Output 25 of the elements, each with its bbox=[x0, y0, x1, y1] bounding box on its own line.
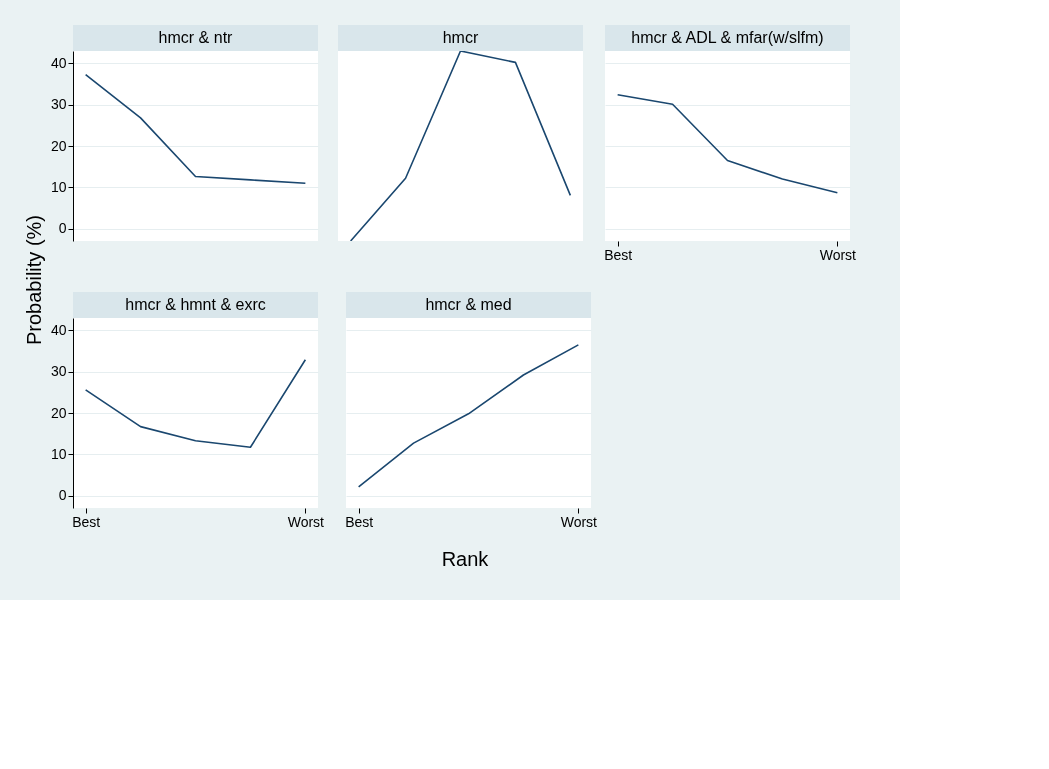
y-tick-label: 20 bbox=[50, 404, 67, 421]
x-tick-label: Worst bbox=[819, 246, 857, 263]
chart-title: hmcr & med bbox=[425, 296, 512, 313]
chart-title: hmcr bbox=[442, 29, 479, 46]
y-tick-label: 40 bbox=[50, 54, 67, 71]
y-tick-label: 20 bbox=[50, 137, 67, 154]
y-tick-label: 30 bbox=[50, 96, 67, 113]
x-tick-label: Best bbox=[345, 513, 374, 530]
x-axis-title: Rank bbox=[441, 548, 490, 570]
line-series bbox=[84, 358, 307, 449]
y-tick-label: 0 bbox=[58, 220, 67, 237]
chart-title: hmcr & hmnt & exrc bbox=[125, 296, 266, 313]
y-tick-label: 30 bbox=[50, 363, 67, 380]
y-tick-label: 40 bbox=[50, 321, 67, 338]
x-tick-label: Best bbox=[604, 246, 633, 263]
x-tick-label: Worst bbox=[560, 513, 598, 530]
y-tick-label: 0 bbox=[58, 487, 67, 504]
chart-title: hmcr & ADL & mfar(w/slfm) bbox=[631, 29, 824, 46]
line-series bbox=[84, 73, 307, 184]
y-tick-label: 10 bbox=[50, 445, 67, 462]
x-tick-label: Worst bbox=[287, 513, 325, 530]
y-tick-label: 10 bbox=[50, 178, 67, 195]
chart-title: hmcr & ntr bbox=[158, 29, 234, 46]
x-tick-label: Best bbox=[72, 513, 101, 530]
y-axis-title: Probability (%) bbox=[23, 214, 45, 346]
